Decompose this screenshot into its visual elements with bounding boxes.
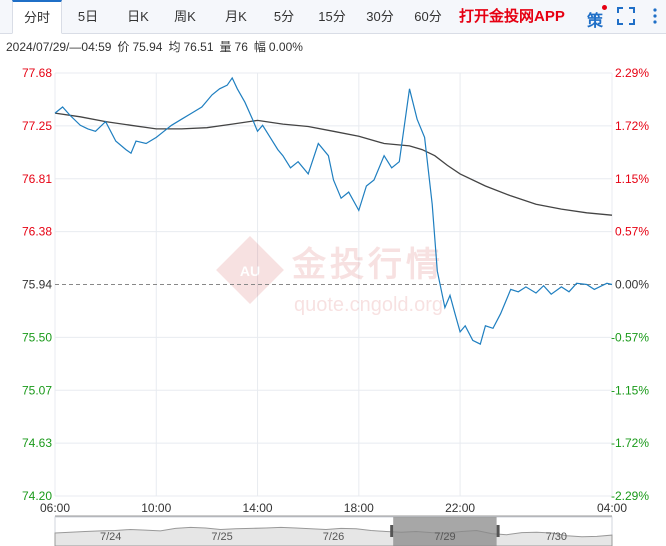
timeframe-tabbar: 分时 5日 日K 周K 月K 5分 15分 30分 60分 打开金投网APP 策 [0,0,666,34]
navigator-date-label: 7/29 [434,531,455,543]
info-chg-label: 幅 [253,40,266,54]
percent-tick-label: 0.00% [615,278,649,292]
price-tick-label: 77.68 [22,66,52,80]
percent-axis: 2.29% 1.72% 1.15% 0.57% 0.00% -0.57% -1.15% -1.… [611,66,649,503]
percent-tick-label: 1.15% [615,172,649,186]
time-axis: 06:00 10:00 14:00 18:00 22:00 04:00 [40,501,627,517]
tab-monthly-k[interactable]: 月K [225,9,247,24]
navigator-handle-left-icon [390,525,394,537]
tab-intraday[interactable]: 分时 [12,0,62,34]
percent-tick-label: 0.57% [615,225,649,239]
price-tick-label: 74.63 [22,436,52,450]
navigator-date-label: 7/30 [546,531,567,543]
tab-5day[interactable]: 5日 [77,9,99,24]
more-vertical-icon[interactable] [648,8,662,24]
info-datetime: 2024/07/29/—04:59 [6,40,112,54]
navigator-date-label: 7/26 [323,531,344,543]
series-price-line [54,76,613,345]
percent-tick-label: 1.72% [615,119,649,133]
watermark-url: quote.cngold.org [294,294,443,316]
chart-grid [54,72,613,497]
info-price-label: 价 [117,40,130,54]
watermark-badge: AU [240,263,260,279]
open-app-link[interactable]: 打开金投网APP [459,8,565,25]
percent-tick-label: -2.29% [611,489,649,503]
tab-60min[interactable]: 60分 [414,9,442,24]
price-axis: 77.68 77.25 76.81 76.38 75.94 75.50 75.07 74.63… [22,66,52,503]
navigator-date-label: 7/24 [100,531,121,543]
tab-weekly-k[interactable]: 周K [174,9,196,24]
price-tick-label: 75.94 [22,278,52,292]
tab-30min[interactable]: 30分 [366,9,394,24]
quote-info-bar: 2024/07/29/—04:59 价 75.94 均 76.51 量 76 幅 0.00% [6,38,309,55]
time-tick-label: 14:00 [243,501,273,515]
percent-tick-label: -0.57% [611,330,649,344]
info-vol: 76 [234,40,248,54]
fullscreen-icon[interactable] [617,7,635,25]
time-tick-label: 04:00 [597,501,627,515]
range-navigator[interactable]: 7/24 7/25 7/26 7/29 7/30 [54,516,613,546]
navigator-handle-right-icon [496,525,500,537]
price-tick-label: 76.81 [22,172,52,186]
percent-tick-label: -1.15% [611,383,649,397]
price-tick-label: 76.38 [22,225,52,239]
price-tick-label: 77.25 [22,119,52,133]
percent-tick-label: -1.72% [611,436,649,450]
time-tick-label: 06:00 [40,501,70,515]
time-tick-label: 22:00 [445,501,475,515]
notification-dot [602,5,607,10]
navigator-date-label: 7/25 [211,531,232,543]
info-vol-label: 量 [219,40,232,54]
policy-button[interactable]: 策 [587,13,604,30]
watermark: AU 金投行情 quote.cngold.org [216,236,444,316]
time-tick-label: 18:00 [344,501,374,515]
price-tick-label: 75.50 [22,330,52,344]
info-price: 75.94 [132,40,163,54]
info-chg: 0.00% [268,40,303,54]
price-tick-label: 75.07 [22,383,52,397]
percent-tick-label: 2.29% [615,66,649,80]
watermark-brand: 金投行情 [291,245,444,284]
tab-5min[interactable]: 5分 [273,9,295,24]
tab-daily-k[interactable]: 日K [127,9,149,24]
tab-15min[interactable]: 15分 [318,9,346,24]
info-avg: 76.51 [183,40,214,54]
price-tick-label: 74.20 [22,489,52,503]
info-avg-label: 均 [168,40,181,54]
navigator-selection-window [393,517,497,546]
time-tick-label: 10:00 [141,501,171,515]
series-average-line [54,112,613,216]
